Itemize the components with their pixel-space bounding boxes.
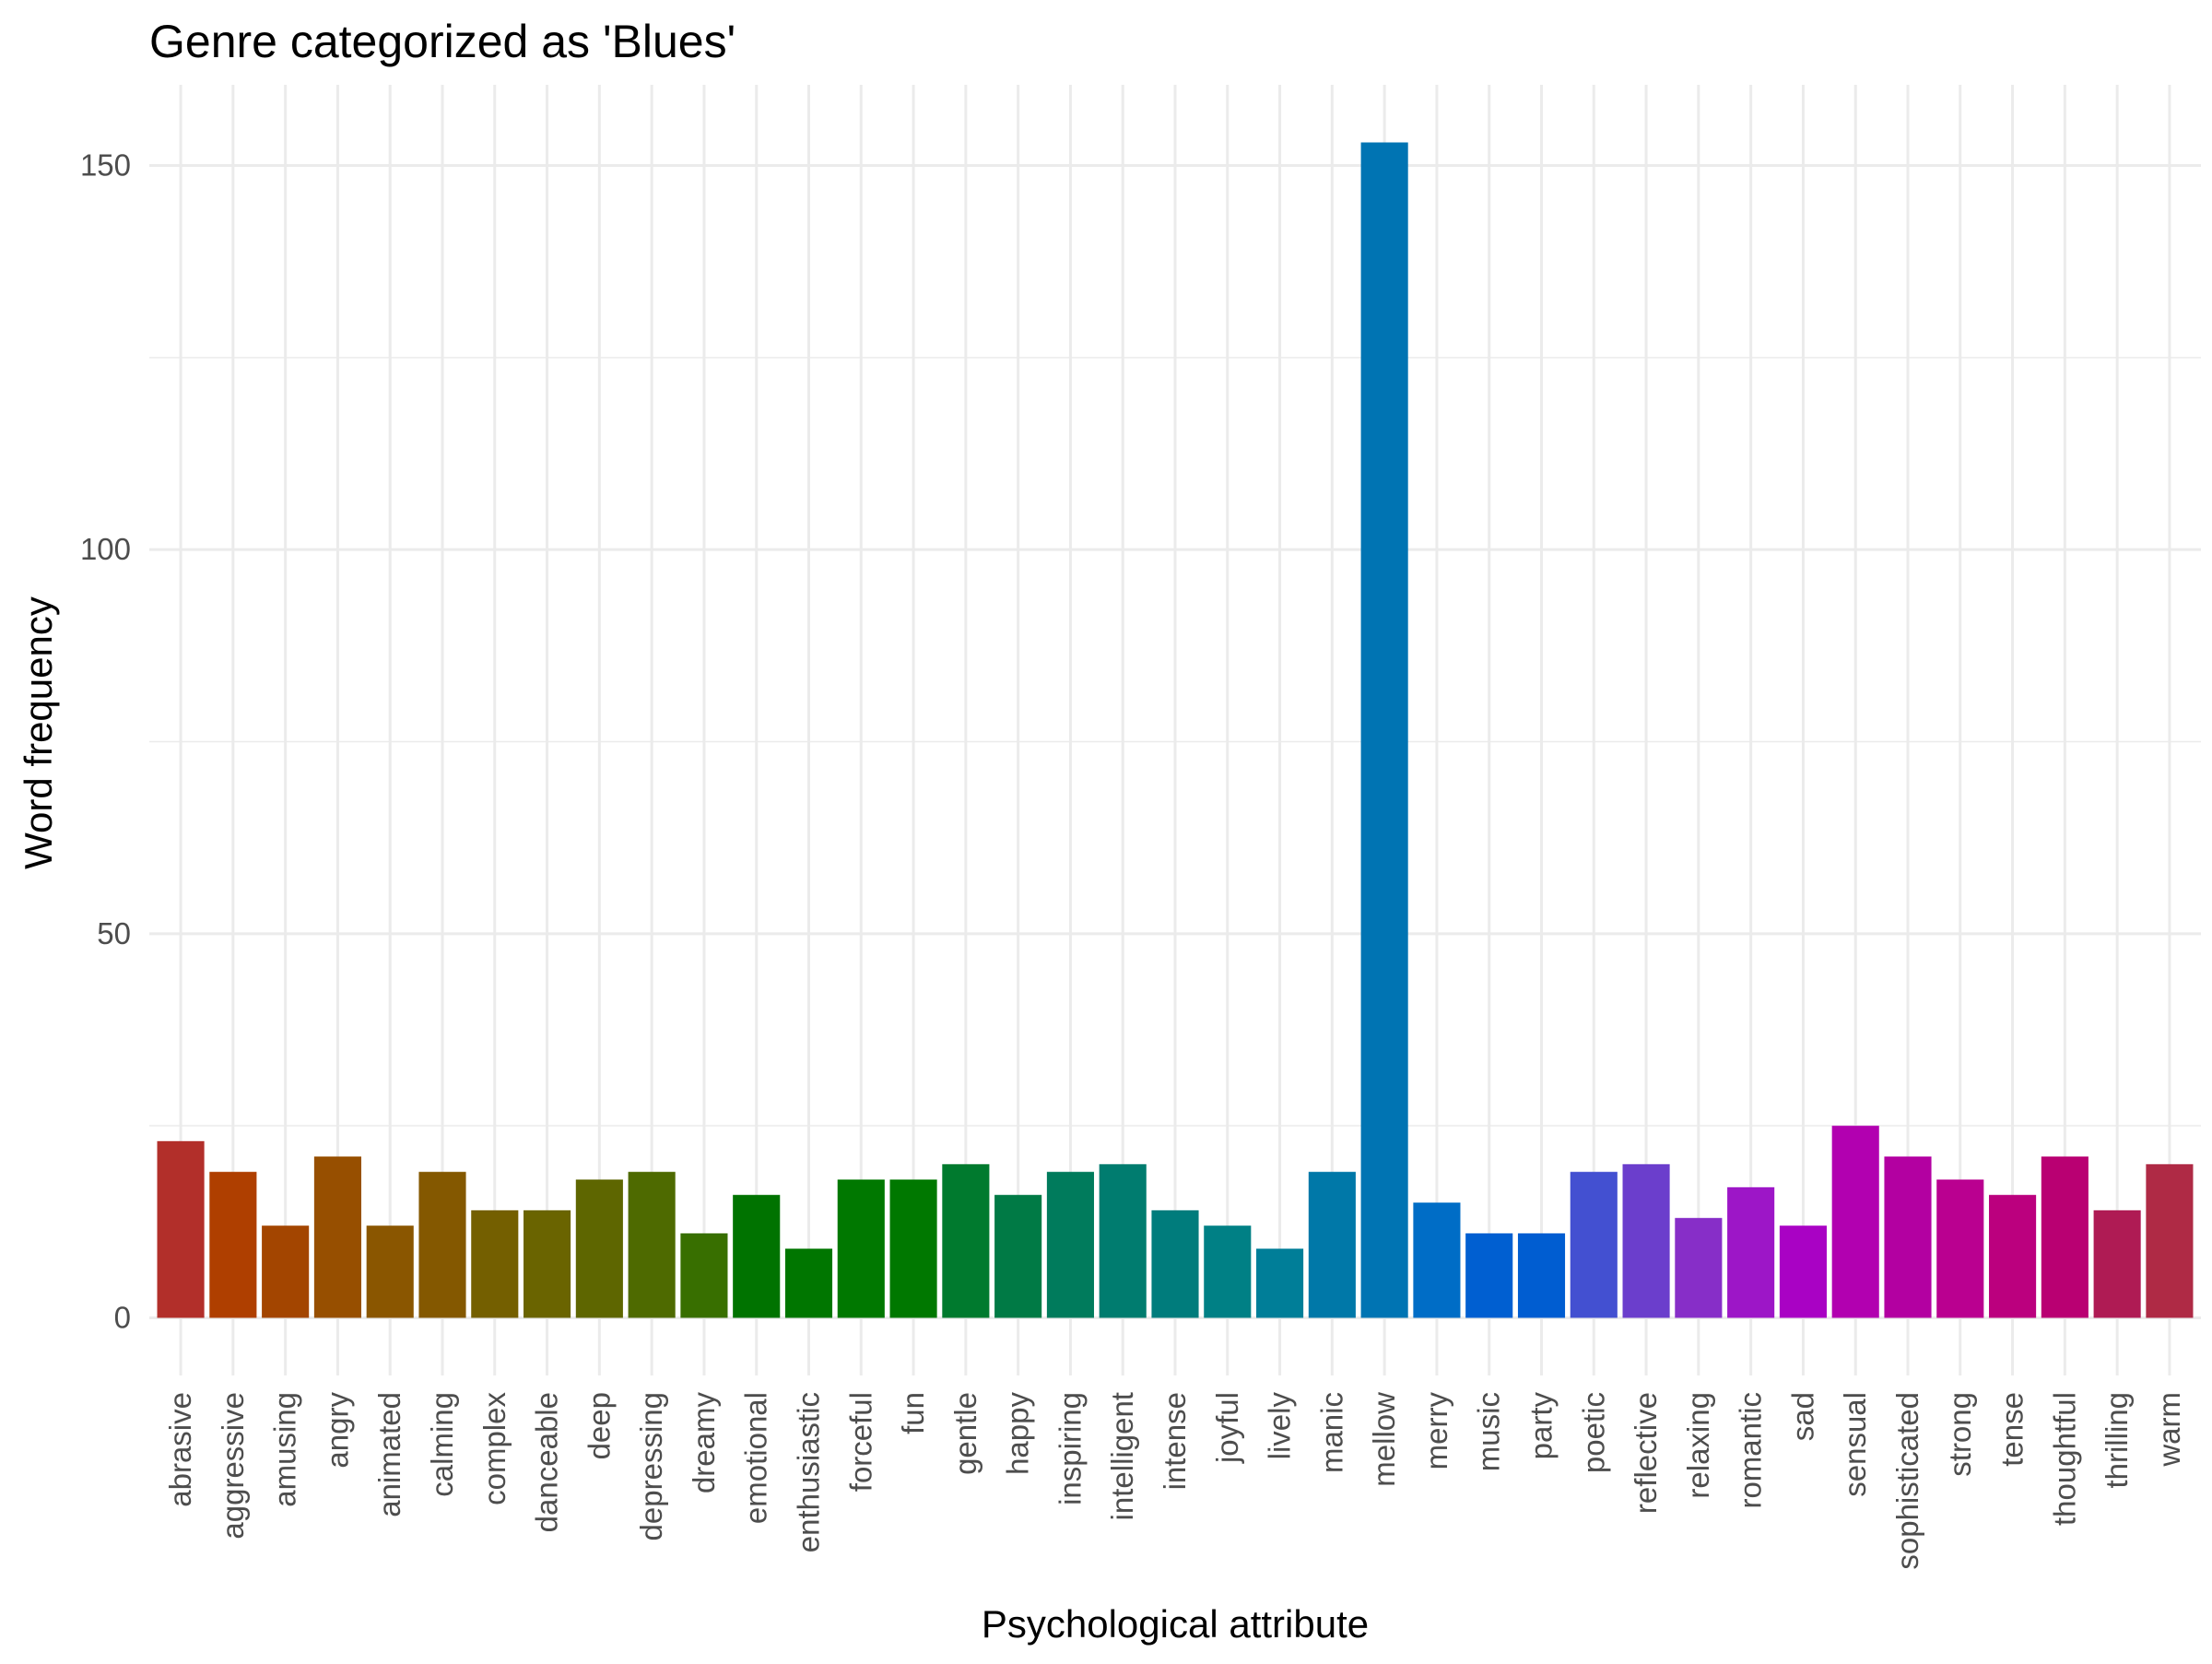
x-tick-label: intense [1158,1392,1192,1490]
bar-forceful [837,1179,885,1318]
x-tick-label: complex [477,1392,512,1505]
bar-aggressive [209,1172,257,1318]
x-tick-label: gentle [948,1392,982,1475]
x-tick-label: calming [425,1392,459,1497]
x-tick-label: animated [372,1392,406,1517]
bar-animated [366,1225,414,1318]
bar-merry [1413,1202,1461,1318]
x-tick-label: warm [2152,1392,2186,1468]
x-tick-label: angry [320,1392,354,1469]
bar-lively [1256,1248,1304,1318]
x-tick-label: poetic [1576,1392,1610,1473]
y-tick-label: 150 [80,148,131,183]
bar-deep [575,1179,623,1318]
bar-intense [1151,1210,1199,1318]
bar-dreamy [680,1233,728,1318]
bar-relaxing [1675,1218,1723,1318]
bar-enthusiastic [784,1248,833,1318]
bar-depressing [628,1172,676,1318]
bar-thrilling [2093,1210,2141,1318]
y-axis-title: Word frequency [17,596,60,869]
bar-poetic [1570,1172,1618,1318]
bar-reflective [1622,1163,1670,1318]
bar-abrasive [157,1140,205,1318]
gridlines [149,85,2201,1375]
x-tick-label: fun [896,1392,930,1434]
bar-strong [1936,1179,1984,1318]
bar-thoughtful [2041,1156,2088,1318]
bar-mellow [1360,142,1408,1318]
bar-gentle [942,1163,990,1318]
bar-happy [994,1195,1042,1318]
bar-emotional [733,1195,781,1318]
x-tick-label: thrilling [2100,1392,2134,1489]
bar-joyful [1204,1225,1252,1318]
bar-complex [471,1210,519,1318]
bar-danceable [524,1210,571,1318]
x-tick-label: mellow [1367,1392,1401,1487]
bar-amusing [262,1225,310,1318]
x-tick-label: strong [1943,1392,1977,1477]
x-tick-label: depressing [634,1392,668,1540]
x-tick-label: manic [1314,1392,1348,1473]
y-tick-label: 100 [80,532,131,566]
bar-romantic [1727,1186,1775,1318]
x-tick-label: emotional [739,1392,773,1524]
x-tick-label: sophisticated [1890,1392,1924,1570]
x-axis-title: Psychological attribute [982,1602,1369,1646]
x-tick-label: reflective [1629,1392,1663,1514]
x-tick-label: forceful [843,1392,877,1492]
x-tick-label: sad [1785,1392,1819,1441]
bar-sad [1779,1225,1827,1318]
x-tick-label: danceable [530,1392,564,1532]
x-tick-label: sensual [1838,1392,1872,1497]
bar-tense [1989,1195,2037,1318]
x-tick-label: merry [1419,1392,1453,1470]
bar-warm [2146,1163,2194,1318]
x-tick-label: joyful [1210,1392,1244,1464]
x-tick-label: abrasive [163,1392,197,1507]
x-tick-label: romantic [1734,1392,1768,1509]
y-tick-label: 0 [114,1301,131,1335]
bar-angry [313,1156,361,1318]
bar-calming [418,1172,466,1318]
bar-music [1465,1233,1513,1318]
x-tick-label: inspiring [1053,1392,1087,1505]
x-tick-label: dreamy [687,1392,721,1494]
bar-sophisticated [1884,1156,1932,1318]
x-tick-label: intelligent [1105,1392,1139,1520]
bar-sensual [1831,1126,1879,1318]
x-tick-label: lively [1263,1392,1297,1460]
bar-inspiring [1046,1172,1094,1318]
chart-title: Genre categorized as 'Blues' [149,16,735,67]
x-tick-label: aggressive [216,1392,250,1540]
bar-manic [1308,1172,1356,1318]
x-tick-label: tense [1995,1392,2030,1467]
bars [157,142,2194,1318]
bar-fun [889,1179,937,1318]
bar-party [1517,1233,1566,1318]
x-tick-label: relaxing [1681,1392,1715,1499]
x-axis-ticks: abrasive aggressive amusing angry animated ca… [163,1392,2186,1570]
x-tick-label: amusing [268,1392,302,1507]
x-tick-label: enthusiastic [792,1392,826,1552]
x-tick-label: deep [582,1392,616,1459]
y-axis-ticks: 0 50 100 150 [80,148,131,1335]
x-tick-label: music [1472,1392,1506,1471]
bar-intelligent [1099,1163,1147,1318]
x-tick-label: thoughtful [2047,1392,2081,1526]
x-tick-label: happy [1001,1392,1035,1475]
x-tick-label: party [1524,1392,1559,1460]
y-tick-label: 50 [97,916,131,950]
